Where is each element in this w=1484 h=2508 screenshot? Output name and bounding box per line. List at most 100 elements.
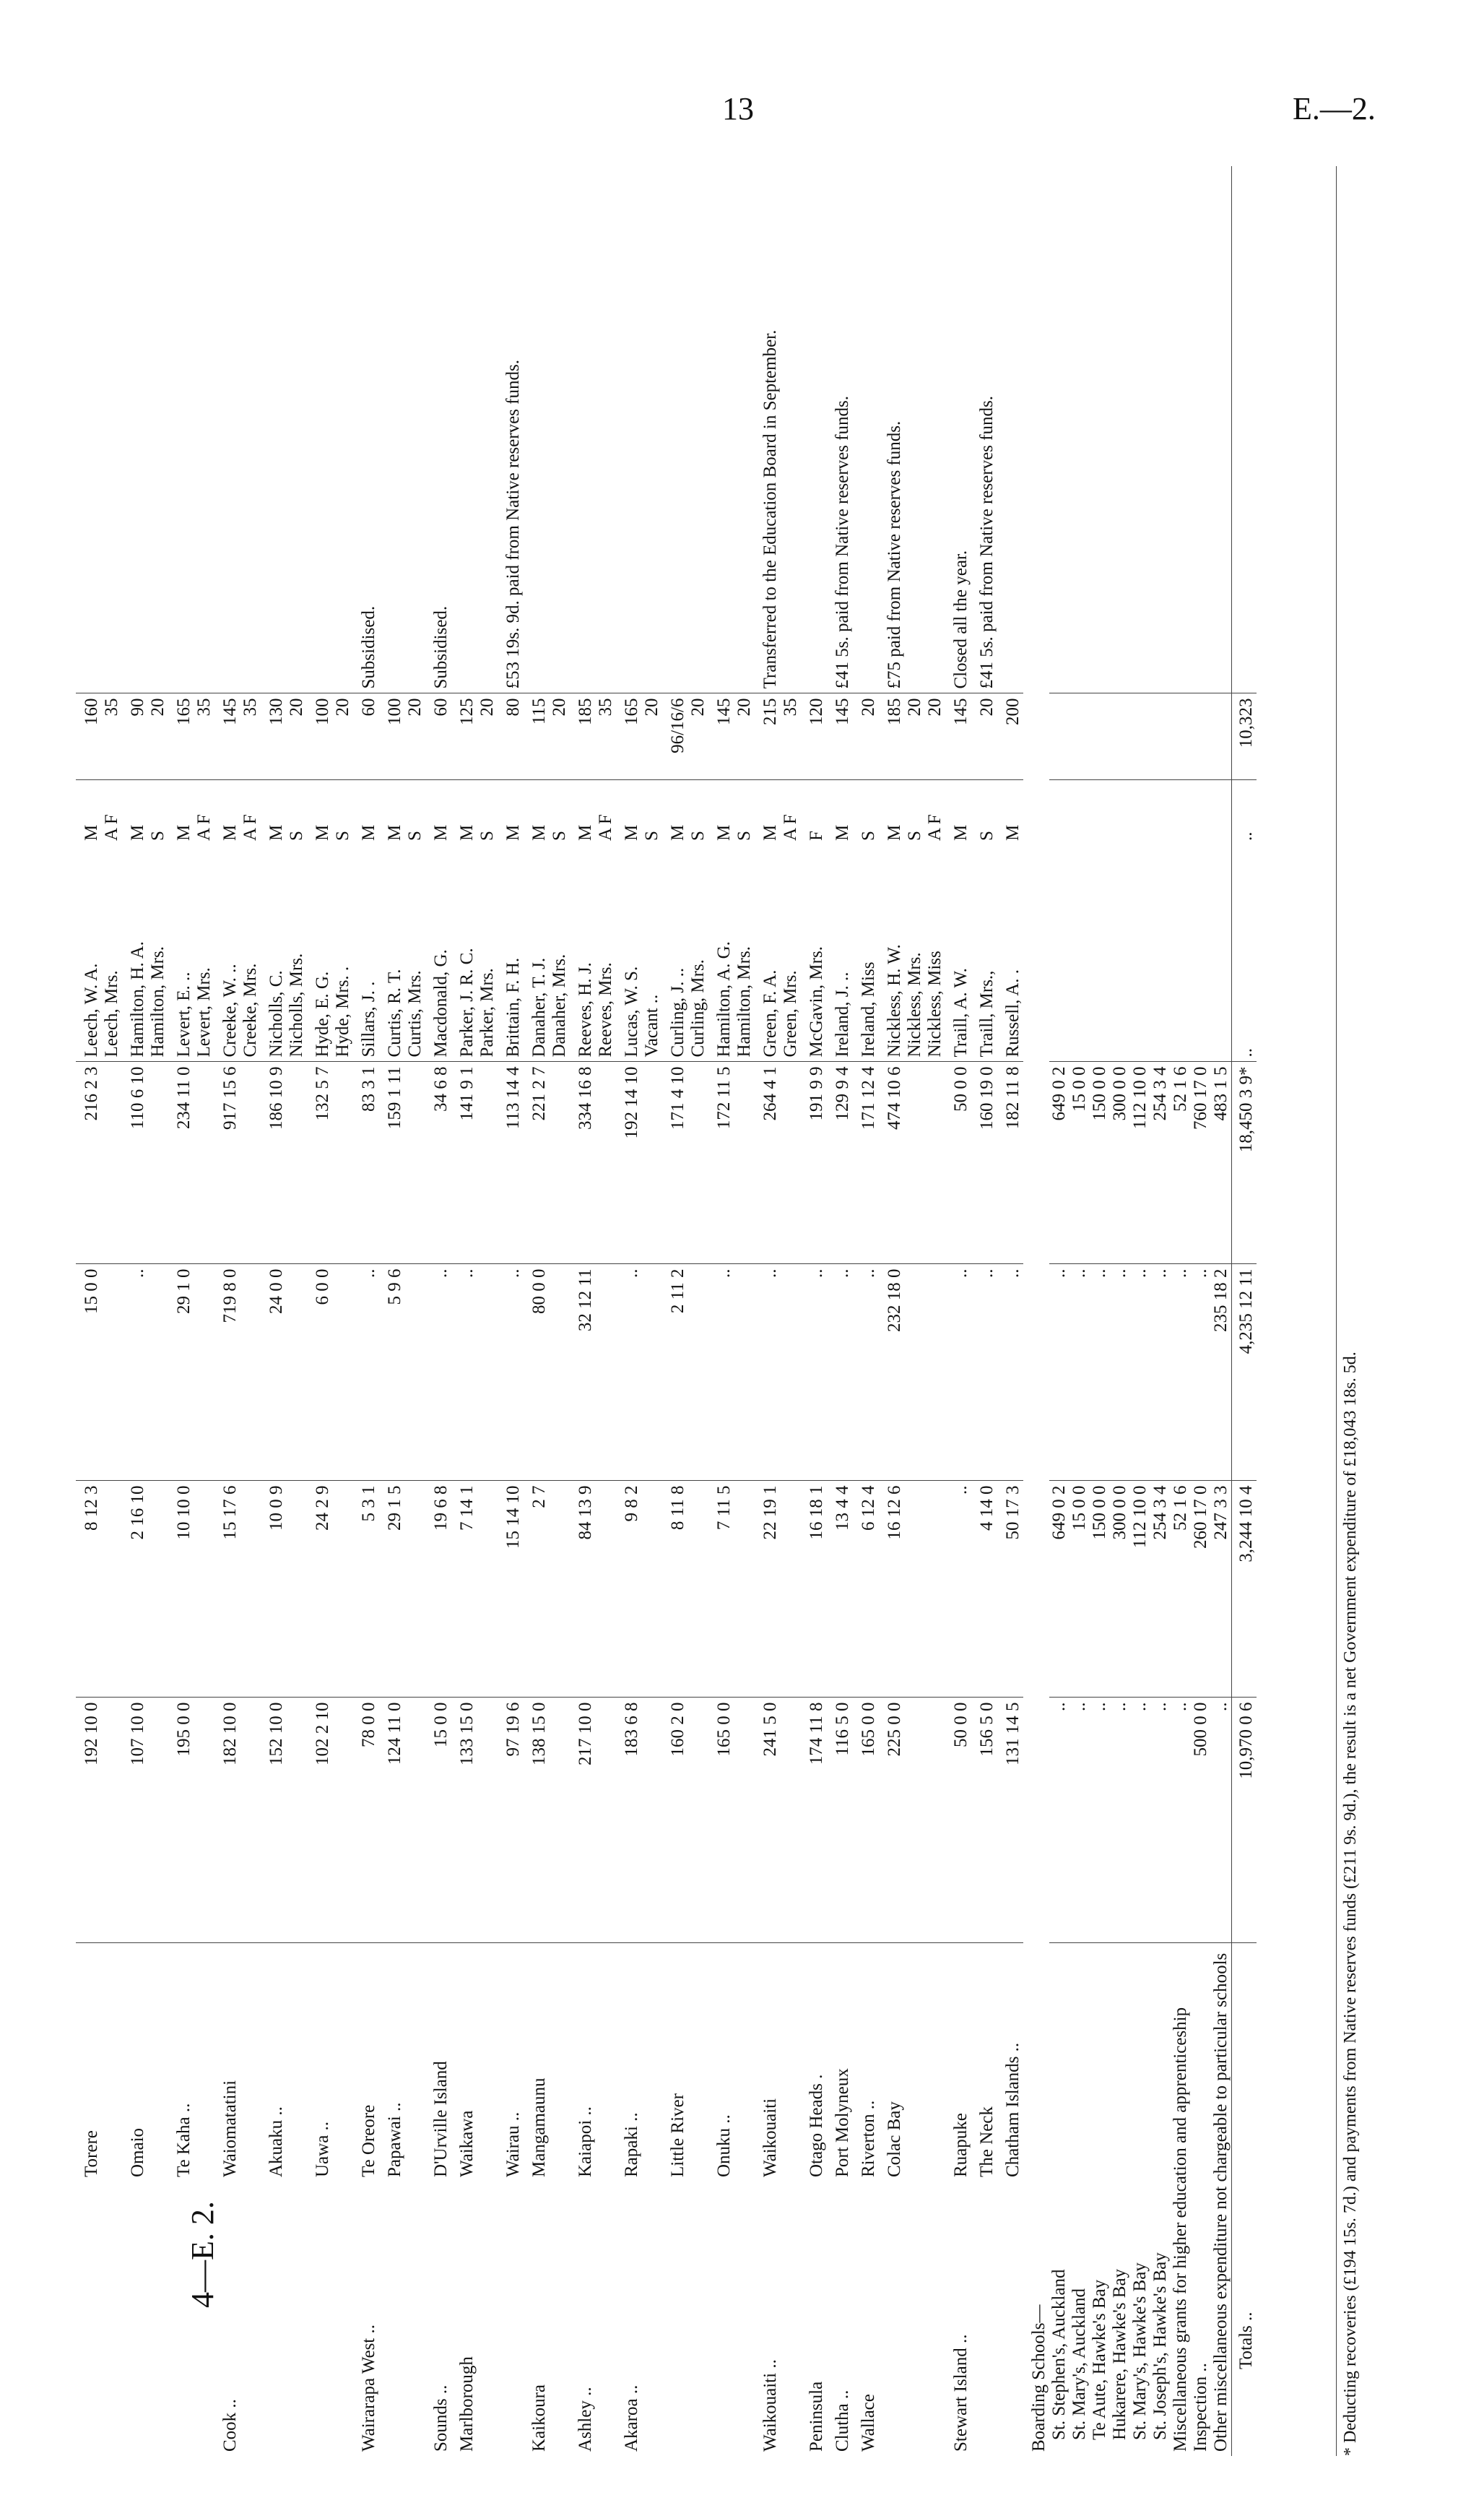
salary-cell <box>1090 693 1110 780</box>
amount-b-cell: 150 0 0 <box>1090 1481 1110 1698</box>
district-cell: Cook .. <box>220 2399 240 2452</box>
school-cell: Riverton .. <box>859 2100 878 2177</box>
remarks-cell <box>307 166 353 693</box>
teacher-status: M <box>128 824 147 841</box>
salary-cell: 90 20 <box>122 693 168 780</box>
teacher-name: Danaher, T. J. <box>529 957 549 1058</box>
teacher-cell: Hyde, E. G. Hyde, Mrs. . <box>307 845 353 1062</box>
teacher-name: Parker, Mrs. <box>477 968 497 1058</box>
teacher-cell <box>1130 845 1150 1062</box>
status-cell: F <box>801 780 827 845</box>
teacher-status: M <box>622 824 641 841</box>
amount-b-cell: 254 3 4 <box>1150 1481 1171 1698</box>
amount-b-cell: 15 17 6 <box>214 1481 261 1698</box>
teacher-status: M <box>313 824 332 841</box>
table-row: Sounds .. D'Urville Island 15 0 0 19 6 8.. 3… <box>425 166 451 2456</box>
table-row: Akuaku .. 152 10 0 10 0 9 24 0 0 186 10 9 Nic… <box>261 166 307 2456</box>
teacher-status: S <box>642 831 661 841</box>
teacher-salary: 20 <box>734 698 754 717</box>
item-name-cell: Miscellaneous grants for higher educatio… <box>1171 2007 1190 2452</box>
amount-b-cell: 6 12 4 <box>853 1481 879 1698</box>
district-cell: Peninsula <box>807 2381 826 2452</box>
remarks-cell: £41 5s. paid from Native reserves funds. <box>971 166 997 693</box>
table-row: Hukarere, Hawke's Bay.. 300 0 0.. 300 0 0 <box>1110 166 1130 2456</box>
amount-c-cell: 15 0 0 <box>76 1264 122 1481</box>
amount-c-cell: 5 9 6 <box>379 1264 425 1481</box>
amount-total-cell: 760 17 0 <box>1191 1062 1211 1264</box>
remarks-cell: Closed all the year. <box>945 166 971 693</box>
teacher-name: Curtis, R. T. <box>385 969 404 1058</box>
teacher-status: F <box>807 831 826 841</box>
amount-total-cell: 171 12 4 <box>853 1062 879 1264</box>
teacher-status: S <box>905 831 924 841</box>
teacher-name: Reeves, H. J. <box>576 962 595 1058</box>
school-cell: Wairau .. <box>503 2111 523 2177</box>
amount-c-cell: .. <box>122 1264 168 1481</box>
teacher-status: M <box>431 824 451 841</box>
teacher-status: M <box>503 824 523 841</box>
amount-total-cell: 483 1 5 <box>1211 1062 1232 1264</box>
teacher-name: Lucas, W. S. <box>622 966 641 1058</box>
school-cell: Waiomatatini <box>220 2080 240 2177</box>
amount-a-cell: 174 11 8 <box>801 1698 827 1943</box>
teacher-cell: Ireland, J. .. <box>827 845 853 1062</box>
amount-b-cell: .. <box>945 1481 971 1698</box>
amount-a-cell: .. <box>1110 1698 1130 1943</box>
teacher-name: Traill, A. W. <box>951 968 971 1058</box>
teacher-salary: 20 <box>977 698 997 717</box>
item-name-cell: St. Stephen's, Auckland <box>1049 2269 1069 2440</box>
teacher-name: Hamilton, Mrs. <box>148 946 168 1058</box>
amount-c-cell: .. <box>755 1264 801 1481</box>
school-cell: Papawai .. <box>385 2102 404 2177</box>
amount-c-cell: .. <box>451 1264 498 1481</box>
table-row: Te Aute, Hawke's Bay.. 150 0 0.. 150 0 0 <box>1090 166 1110 2456</box>
teacher-salary: 20 <box>905 698 924 717</box>
amount-a-cell: .. <box>1069 1698 1090 1943</box>
teacher-salary: 35 <box>240 698 260 717</box>
teacher-name: Nickless, Mrs. <box>905 952 924 1058</box>
teacher-name: Levert, Mrs. <box>194 967 214 1058</box>
teacher-status: A F <box>194 814 214 841</box>
amount-total-cell: 254 3 4 <box>1150 1062 1171 1264</box>
teacher-salary: 215 <box>760 698 780 726</box>
teacher-salary: 115 <box>529 698 549 725</box>
salary-cell: 145 <box>945 693 971 780</box>
district-cell <box>122 2181 168 2456</box>
teacher-salary: 20 <box>550 698 569 717</box>
salary-cell: 145 20 <box>708 693 755 780</box>
teacher-cell <box>1150 845 1171 1062</box>
amount-total-cell: 150 0 0 <box>1090 1062 1110 1264</box>
teacher-salary: 145 <box>220 698 240 726</box>
status-cell <box>1150 780 1171 845</box>
amount-b-cell: 2 7 <box>524 1481 570 1698</box>
amount-b-cell: 2 16 10 <box>122 1481 168 1698</box>
school-cell: Otago Heads . <box>807 2074 826 2177</box>
status-cell: M <box>425 780 451 845</box>
amount-total-cell: 917 15 6 <box>214 1062 261 1264</box>
amount-a-cell: 182 10 0 <box>214 1698 261 1943</box>
amount-total-cell: 159 1 11 <box>379 1062 425 1264</box>
status-cell: M <box>498 780 524 845</box>
item-name-cell: Inspection .. <box>1191 2363 1210 2452</box>
amount-a-cell: .. <box>1171 1698 1191 1943</box>
remarks-cell <box>122 166 168 693</box>
table-row: Wairau .. 97 19 6 15 14 10.. 113 14 4 Britta… <box>498 166 524 2456</box>
table-row: Te Kaha .. 195 0 0 10 10 0 29 1 0 234 11 0 Le… <box>168 166 214 2456</box>
amount-a-cell: 116 5 0 <box>827 1698 853 1943</box>
teacher-salary: 100 <box>385 698 404 726</box>
table-row: St. Joseph's, Hawke's Bay.. 254 3 4.. 254 … <box>1150 166 1171 2456</box>
table-row: Inspection .. 500 0 0 260 17 0.. 760 17 0 <box>1191 166 1211 2456</box>
teacher-cell: Nickless, H. W. Nickless, Mrs. Nickless, M… <box>879 845 945 1062</box>
amount-c-cell: .. <box>353 1264 379 1481</box>
amount-b-cell: 649 0 2 <box>1049 1481 1069 1698</box>
amount-a-cell: 183 6 8 <box>616 1698 662 1943</box>
amount-b-cell: 7 14 1 <box>451 1481 498 1698</box>
teacher-salary: 90 <box>128 698 147 717</box>
